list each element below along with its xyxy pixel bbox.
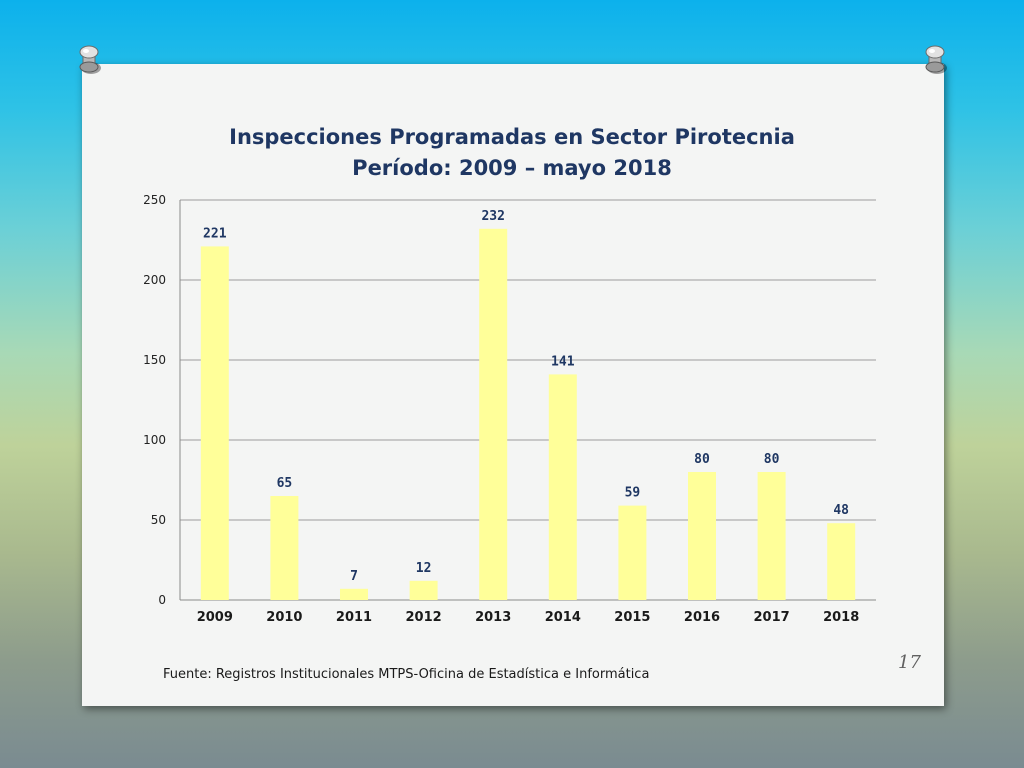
x-tick-label: 2017 [754, 610, 790, 625]
bar [340, 588, 368, 600]
pushpin-icon [79, 45, 101, 74]
x-tick-label: 2015 [614, 610, 650, 625]
x-tick-label: 2014 [545, 610, 581, 625]
x-tick-label: 2012 [406, 610, 442, 625]
bar [688, 472, 716, 600]
x-tick-label: 2013 [475, 610, 511, 625]
chart-subtitle: Período: 2009 – mayo 2018 [352, 156, 672, 180]
x-tick-label: 2016 [684, 610, 720, 625]
data-label: 221 [203, 226, 227, 241]
y-tick-label: 200 [143, 273, 166, 287]
data-label: 59 [625, 486, 641, 501]
data-label: 80 [764, 452, 780, 467]
x-tick-label: 2011 [336, 610, 372, 625]
source-note: Fuente: Registros Institucionales MTPS-O… [163, 667, 650, 682]
chart-title: Inspecciones Programadas en Sector Pirot… [229, 125, 795, 149]
y-tick-label: 50 [151, 513, 166, 527]
bar [409, 580, 438, 600]
y-tick-label: 250 [143, 193, 166, 207]
bar [479, 228, 508, 601]
bar [200, 246, 229, 600]
x-tick-label: 2018 [823, 610, 859, 625]
x-tick-label: 2010 [266, 610, 302, 625]
bar [270, 496, 299, 600]
bar [827, 523, 856, 600]
bar [548, 374, 577, 600]
pushpin-icon [925, 45, 947, 74]
x-tick-label: 2009 [197, 610, 233, 625]
data-label: 80 [694, 452, 710, 467]
bar [757, 472, 786, 600]
y-tick-label: 150 [143, 353, 166, 367]
data-label: 141 [551, 354, 575, 369]
data-label: 48 [833, 503, 849, 518]
bar [618, 505, 647, 600]
slide-number: 17 [898, 652, 921, 673]
data-label: 12 [416, 561, 432, 576]
data-label: 7 [350, 569, 358, 584]
y-tick-label: 0 [158, 593, 166, 607]
y-tick-label: 100 [143, 433, 166, 447]
data-label: 232 [481, 209, 504, 224]
data-label: 65 [277, 476, 293, 491]
